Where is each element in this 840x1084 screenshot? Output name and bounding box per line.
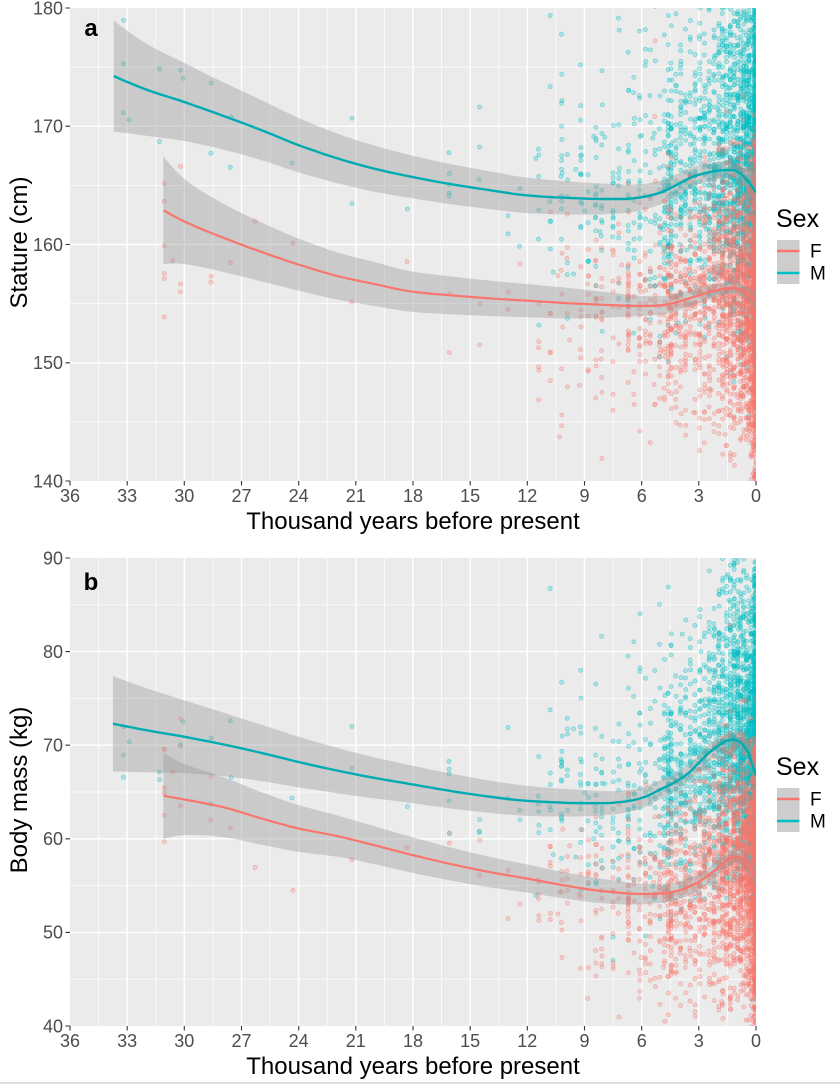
svg-text:33: 33 xyxy=(117,486,137,506)
svg-text:M: M xyxy=(810,264,826,285)
svg-text:180: 180 xyxy=(33,0,63,18)
svg-text:21: 21 xyxy=(346,486,366,506)
svg-text:24: 24 xyxy=(289,486,309,506)
svg-text:160: 160 xyxy=(33,235,63,255)
svg-text:12: 12 xyxy=(517,486,537,506)
svg-text:27: 27 xyxy=(231,486,251,506)
svg-text:Stature (cm): Stature (cm) xyxy=(6,176,33,308)
svg-text:F: F xyxy=(810,242,822,263)
svg-text:Sex: Sex xyxy=(776,205,820,233)
svg-text:3: 3 xyxy=(694,486,704,506)
svg-text:0: 0 xyxy=(751,486,761,506)
svg-text:Thousand years before present: Thousand years before present xyxy=(246,508,580,535)
svg-text:140: 140 xyxy=(33,471,63,491)
svg-text:170: 170 xyxy=(33,117,63,137)
svg-text:9: 9 xyxy=(579,486,589,506)
svg-text:30: 30 xyxy=(174,486,194,506)
svg-text:15: 15 xyxy=(460,486,480,506)
svg-text:18: 18 xyxy=(403,486,423,506)
svg-text:6: 6 xyxy=(637,486,647,506)
svg-text:a: a xyxy=(84,15,98,42)
svg-text:150: 150 xyxy=(33,353,63,373)
